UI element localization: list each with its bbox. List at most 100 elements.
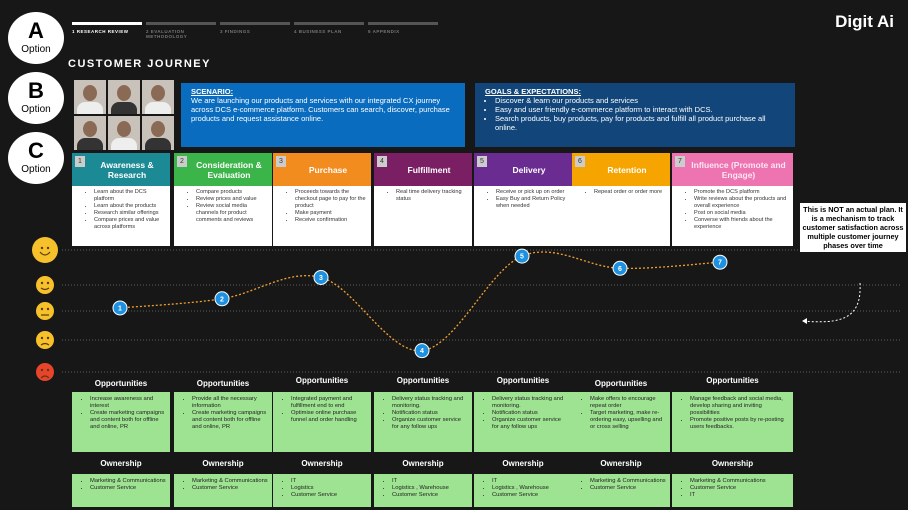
list-item: IT [492, 478, 569, 485]
emotion-eye [46, 336, 50, 340]
photo-body [145, 102, 171, 114]
photo [74, 116, 106, 150]
list-item: Post on social media [694, 210, 789, 217]
note: This is NOT an actual plan. It is a mech… [800, 203, 906, 252]
brand: Digit Ai [835, 12, 894, 31]
list-item: Notification status [392, 410, 469, 417]
list-item: Promote positive posts by re-posting use… [690, 417, 790, 431]
opportunities-box: Integrated payment and fulfillment end t… [273, 392, 371, 452]
photo-head [83, 121, 97, 137]
list-item: Organize customer service for any follow… [392, 417, 469, 431]
list-item: Customer Service [590, 485, 667, 492]
journey-point-label: 5 [520, 254, 524, 261]
opportunities-heading: Opportunities [706, 376, 759, 385]
list-item: Repeat order or order more [594, 189, 666, 196]
list-item: Learn about the products [94, 203, 166, 210]
option-badge: B Option [8, 72, 64, 124]
ownership-heading: Ownership [202, 459, 244, 468]
option-label: Option [21, 44, 51, 55]
list-item: Notification status [492, 410, 569, 417]
phase-header: 7 Influence (Promote and Engage) [672, 153, 793, 186]
list-item: Marketing & Communications [590, 478, 667, 485]
opportunities-list: Increase awareness and interestCreate ma… [80, 396, 167, 431]
phase-list: Compare productsReview prices and valueR… [186, 189, 268, 224]
photos [74, 80, 174, 150]
phase-title: Purchase [308, 164, 348, 175]
opportunities-box: Increase awareness and interestCreate ma… [72, 392, 170, 452]
opportunities-list: Make offers to encourage repeat orderTar… [580, 396, 667, 431]
ownership-heading: Ownership [502, 459, 544, 468]
ownership-list: Marketing & CommunicationsCustomer Servi… [80, 478, 167, 492]
ownership-list: Marketing & CommunicationsCustomer Servi… [182, 478, 269, 492]
ownership-box: Marketing & CommunicationsCustomer Servi… [72, 474, 170, 507]
journey-point-label: 4 [420, 348, 424, 355]
ownership-box: ITLogistics , WarehouseCustomer Service [374, 474, 472, 507]
list-item: Review prices and value [196, 196, 268, 203]
emotion-eye [40, 246, 44, 250]
photo-head [117, 85, 131, 101]
list-item: Customer Service [690, 485, 790, 492]
phase-title: Retention [607, 164, 647, 175]
opportunities-box: Delivery status tracking and monitoring.… [374, 392, 472, 452]
journey-point [514, 248, 530, 264]
list-item: Customer Service [291, 492, 368, 499]
list-item: Integrated payment and fulfillment end t… [291, 396, 368, 410]
list-item: Write reviews about the products and ove… [694, 196, 789, 210]
nav-tab: 1 RESEARCH REVIEW [72, 29, 129, 34]
list-item: Logistics , Warehouse [392, 485, 469, 492]
phase-list: Real time delivery tracking status [386, 189, 468, 203]
photo [108, 116, 140, 150]
list-item: Research similar offerings [94, 210, 166, 217]
emotion-eye [46, 246, 50, 250]
title: CUSTOMER JOURNEY [68, 58, 211, 70]
ownership-list: ITLogistics , WarehouseCustomer Service [382, 478, 469, 499]
journey-point-label: 1 [118, 305, 122, 312]
journey-line [119, 251, 721, 352]
list-item: Search products, buy products, pay for p… [495, 114, 785, 132]
phase-header: 3 Purchase [273, 153, 371, 186]
list-item: Create marketing campaigns and content b… [90, 410, 167, 431]
ownership-box: ITLogisticsCustomer Service [273, 474, 371, 507]
goals-heading: GOALS & EXPECTATIONS: [485, 87, 581, 96]
emotion-eye [40, 368, 44, 372]
list-item: Review social media channels for product… [196, 203, 268, 224]
emotion-mouth [39, 251, 51, 256]
phase-list: Proceeds towards the checkout page to pa… [285, 189, 367, 224]
list-item: IT [392, 478, 469, 485]
ownership-list: Marketing & CommunicationsCustomer Servi… [580, 478, 667, 492]
emotion-mouth [40, 342, 50, 346]
ownership-box: Marketing & CommunicationsCustomer Servi… [572, 474, 670, 507]
journey-point-label: 2 [220, 296, 224, 303]
emotion-face [36, 276, 54, 294]
list-item: Easy Buy and Return Policy when needed [496, 196, 568, 210]
emotion-eye [40, 307, 44, 311]
opportunities-box: Manage feedback and social media, develo… [672, 392, 793, 452]
phase-body: Repeat order or order more [572, 186, 670, 246]
scenario-box: SCENARIO: We are launching our products a… [181, 83, 465, 147]
phase-body: Real time delivery tracking status [374, 186, 472, 246]
list-item: Delivery status tracking and monitoring. [492, 396, 569, 410]
list-item: Logistics [291, 485, 368, 492]
phase-list: Repeat order or order more [584, 189, 666, 196]
photo [74, 80, 106, 114]
phase-number: 2 [177, 156, 187, 167]
phase-number: 5 [477, 156, 487, 167]
option-label: Option [21, 104, 51, 115]
phase-number: 3 [276, 156, 286, 167]
list-item: Compare products [196, 189, 268, 196]
opportunities-heading: Opportunities [594, 379, 648, 388]
list-item: Customer Service [90, 485, 167, 492]
list-item: Discover & learn our products and servic… [495, 96, 785, 105]
opportunities-list: Provide all the necessary informationCre… [182, 396, 269, 431]
emotion-face [36, 331, 54, 349]
journey-point-label: 7 [718, 260, 722, 267]
emotion-mouth [40, 287, 50, 291]
list-item: Promote the DCS platform [694, 189, 789, 196]
ownership-list: ITLogisticsCustomer Service [281, 478, 368, 499]
journey-point [214, 291, 230, 307]
photo-head [117, 121, 131, 137]
list-item: Converse with friends about the experien… [694, 217, 789, 231]
nav-tab: 5 APPENDIX [368, 29, 400, 34]
opportunities-list: Delivery status tracking and monitoring.… [482, 396, 569, 431]
